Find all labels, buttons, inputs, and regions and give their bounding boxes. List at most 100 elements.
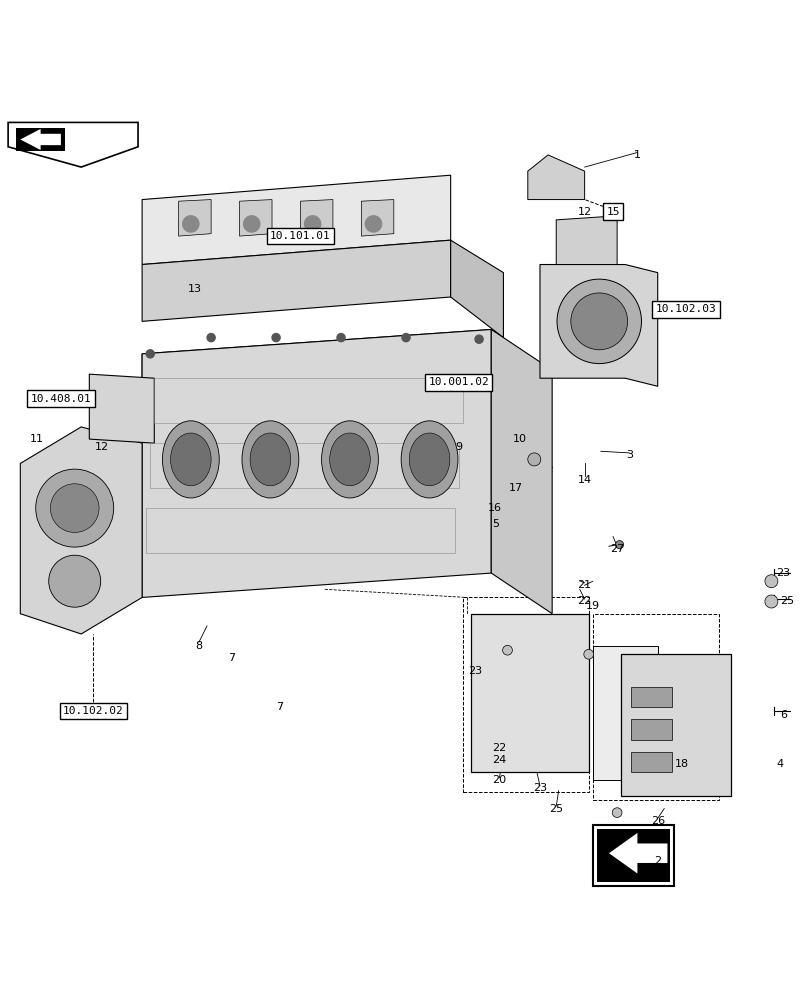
Polygon shape [142,329,491,394]
Bar [630,752,671,772]
Circle shape [611,808,621,817]
Text: 7: 7 [277,702,283,712]
Circle shape [243,216,260,232]
Text: 6: 6 [779,710,786,720]
Text: 23: 23 [467,666,482,676]
Ellipse shape [162,421,219,498]
Polygon shape [592,646,657,780]
Circle shape [527,453,540,466]
Polygon shape [539,265,657,386]
Polygon shape [491,329,551,614]
Polygon shape [89,374,154,443]
Text: 10.101.01: 10.101.01 [270,231,330,241]
Ellipse shape [409,433,449,486]
Circle shape [764,595,777,608]
Text: 9: 9 [455,442,461,452]
Circle shape [207,334,215,342]
Circle shape [401,334,410,342]
Polygon shape [20,129,61,150]
Text: 4: 4 [775,759,782,769]
Text: 27: 27 [609,544,624,554]
Bar [596,829,669,882]
Circle shape [146,350,154,358]
Text: 25: 25 [548,804,563,814]
Polygon shape [361,200,393,236]
Bar [146,508,454,553]
Text: 10.001.02: 10.001.02 [428,377,488,387]
Text: 10: 10 [512,434,526,444]
Bar [620,654,730,796]
Text: 17: 17 [508,483,522,493]
Circle shape [474,335,483,343]
Polygon shape [142,175,450,265]
Circle shape [272,334,280,342]
Text: 20: 20 [491,775,506,785]
Text: 23: 23 [532,783,547,793]
Polygon shape [556,216,616,265]
Text: 11: 11 [29,434,44,444]
Text: 21: 21 [577,580,591,590]
Text: 13: 13 [187,284,202,294]
Text: 15: 15 [606,207,619,217]
Circle shape [182,216,199,232]
Text: 10.102.02: 10.102.02 [63,706,123,716]
Text: 10.102.03: 10.102.03 [655,304,715,314]
Bar [592,614,718,800]
Bar [470,614,588,772]
Circle shape [337,334,345,342]
Polygon shape [142,240,450,321]
Circle shape [50,484,99,532]
Bar [630,687,671,707]
Text: 18: 18 [674,759,689,769]
Text: 5: 5 [491,519,498,529]
Circle shape [502,645,512,655]
Polygon shape [142,329,491,597]
Bar [154,378,462,423]
Circle shape [49,555,101,607]
Polygon shape [8,122,138,167]
Bar [592,825,673,886]
Text: 23: 23 [775,568,790,578]
Bar [630,719,671,740]
Polygon shape [178,200,211,236]
Text: 14: 14 [577,475,591,485]
Text: 12: 12 [94,442,109,452]
Text: 22: 22 [577,596,591,606]
Bar [462,597,588,792]
Ellipse shape [321,421,378,498]
Ellipse shape [170,433,211,486]
Ellipse shape [401,421,457,498]
Polygon shape [450,240,503,338]
Ellipse shape [329,433,370,486]
Circle shape [583,649,593,659]
Text: 10.408.01: 10.408.01 [31,393,91,403]
Text: 3: 3 [625,450,632,460]
Ellipse shape [250,433,290,486]
Text: 16: 16 [487,503,502,513]
Circle shape [764,575,777,588]
Text: 7: 7 [228,653,234,663]
Circle shape [556,279,641,364]
Polygon shape [527,155,584,200]
Circle shape [615,541,623,549]
Circle shape [570,293,627,350]
Text: 24: 24 [491,755,506,765]
Circle shape [304,216,320,232]
Text: 26: 26 [650,816,664,826]
Text: 19: 19 [585,601,599,611]
Circle shape [36,469,114,547]
Circle shape [365,216,381,232]
Polygon shape [300,200,333,236]
Ellipse shape [242,421,298,498]
Polygon shape [608,833,667,874]
Polygon shape [239,200,272,236]
Bar [150,443,458,488]
Bar [16,128,65,151]
Text: 12: 12 [577,207,591,217]
Text: 8: 8 [195,641,202,651]
Text: 25: 25 [779,596,794,606]
Text: 2: 2 [654,856,660,866]
Polygon shape [20,427,142,634]
Text: 1: 1 [633,150,640,160]
Text: 22: 22 [491,743,506,753]
